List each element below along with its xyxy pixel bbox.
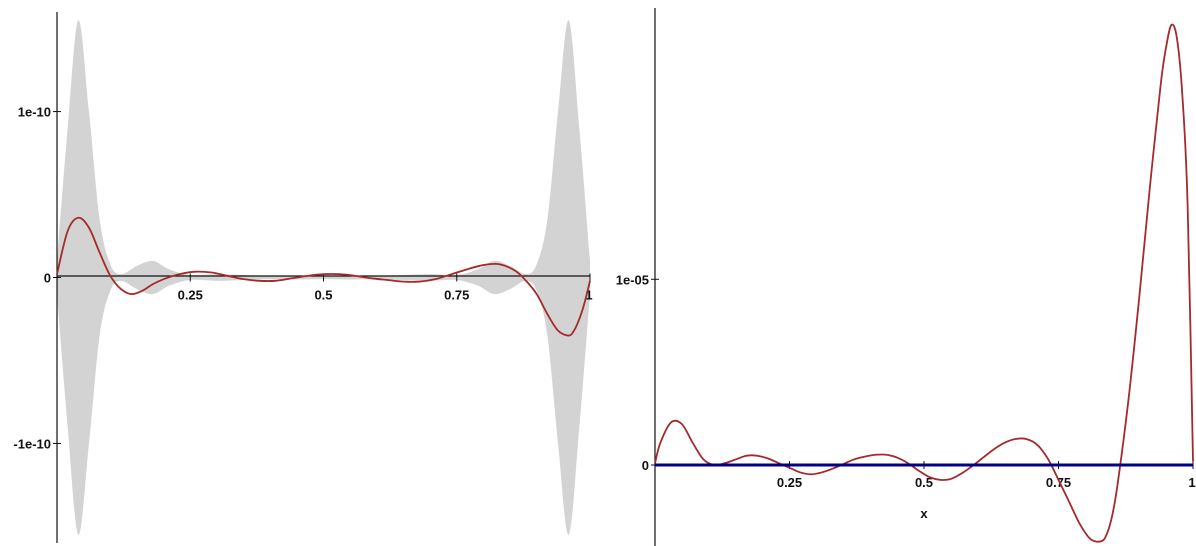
left-series — [56, 216, 591, 337]
left-y-tick-label: -1e-10 — [13, 436, 51, 451]
left-ticks: 0.25 0.5 0.75 1 1e-10 0 -1e-10 — [13, 105, 592, 452]
right-x-tick-label: 0.5 — [915, 475, 933, 490]
left-series-line-0 — [56, 216, 591, 337]
right-series — [654, 23, 1194, 543]
right-y-tick-label: 1e-05 — [616, 272, 649, 287]
left-y-tick-label: 1e-10 — [18, 105, 51, 120]
left-x-tick-label: 0.25 — [178, 288, 203, 303]
left-x-tick-label: 0.75 — [444, 288, 469, 303]
right-x-axis-title: x — [920, 506, 928, 521]
left-x-tick-label: 0.5 — [314, 288, 332, 303]
right-ticks: 0.25 0.5 0.75 1 1e-05 0 — [616, 272, 1196, 490]
left-chart: 0.25 0.5 0.75 1 1e-10 0 -1e-10 — [13, 12, 593, 543]
right-x-tick-label: 0.75 — [1046, 475, 1071, 490]
right-x-tick-label: 1 — [1188, 475, 1195, 490]
right-x-tick-label: 0.25 — [777, 475, 802, 490]
right-chart: 0.25 0.5 0.75 1 1e-05 0 x — [616, 8, 1196, 546]
left-y-tick-label: 0 — [44, 271, 51, 286]
left-x-tick-label: 1 — [585, 288, 592, 303]
right-y-tick-label: 0 — [642, 458, 649, 473]
right-series-line-0 — [654, 23, 1194, 543]
